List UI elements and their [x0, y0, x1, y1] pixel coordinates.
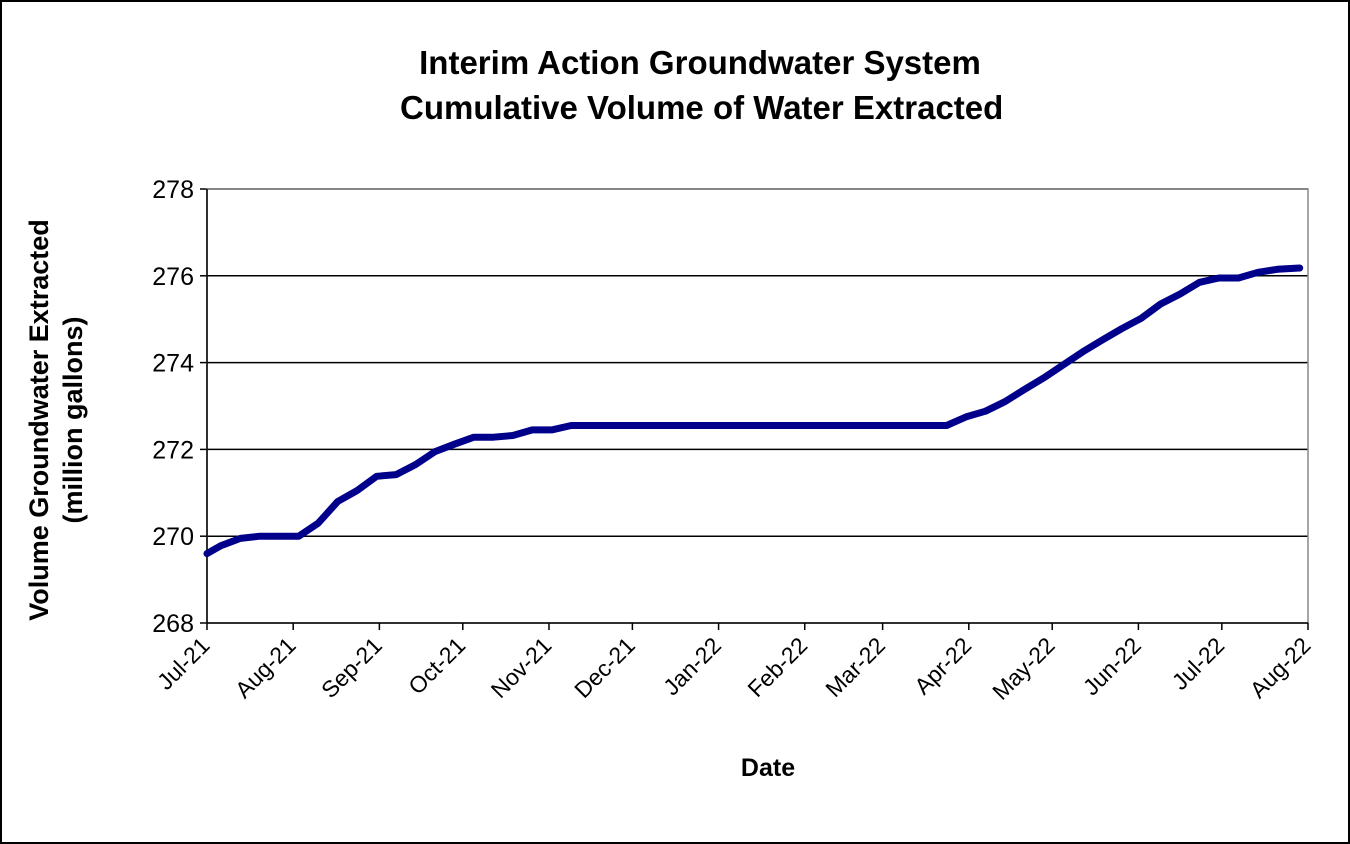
x-tick-label: Nov-21	[486, 632, 557, 703]
chart-title: Interim Action Groundwater System Cumula…	[400, 40, 1004, 130]
x-tick-label: Aug-22	[1245, 632, 1316, 703]
y-tick-labels: 268 270 272 274 276 278	[152, 176, 194, 638]
y-axis-label-line-1: Volume Groundwater Extracted	[24, 219, 54, 621]
chart-title-line-2: Cumulative Volume of Water Extracted	[400, 89, 1004, 126]
y-axis-label: Volume Groundwater Extracted (million ga…	[24, 219, 88, 621]
y-tick-label: 270	[152, 523, 194, 551]
x-tick-label: Jul-21	[152, 632, 215, 695]
y-tick-label: 276	[152, 263, 194, 291]
x-tick-label: Oct-21	[403, 632, 470, 699]
y-axis-label-line-2: (million gallons)	[58, 317, 88, 524]
x-tick-label: Dec-21	[569, 632, 640, 703]
x-tick-label: Sep-21	[316, 632, 387, 703]
x-tick-label: May-22	[987, 632, 1060, 705]
y-tick-label: 268	[152, 610, 194, 638]
plot-border	[206, 188, 1309, 624]
y-tick-label: 278	[152, 176, 194, 204]
axes	[200, 188, 1309, 630]
x-tick-label: Jan-22	[658, 632, 726, 700]
y-tick-label: 274	[152, 350, 194, 378]
x-tick-labels: Jul-21 Aug-21 Sep-21 Oct-21 Nov-21 Dec-21 Jan-…	[152, 632, 1316, 705]
y-tick-label: 272	[152, 436, 194, 464]
chart-title-line-1: Interim Action Groundwater System	[419, 44, 981, 81]
x-axis-label: Date	[741, 754, 795, 782]
series-line-0	[203, 264, 1304, 558]
x-tick-label: Jul-22	[1167, 632, 1230, 695]
x-tick-label: Aug-21	[230, 632, 301, 703]
gridlines	[207, 188, 1308, 537]
x-tick-label: Jun-22	[1078, 632, 1146, 700]
x-tick-label: Feb-22	[742, 632, 812, 702]
series-layer	[203, 264, 1304, 558]
x-tick-label: Mar-22	[820, 632, 890, 702]
x-tick-label: Apr-22	[909, 632, 976, 699]
